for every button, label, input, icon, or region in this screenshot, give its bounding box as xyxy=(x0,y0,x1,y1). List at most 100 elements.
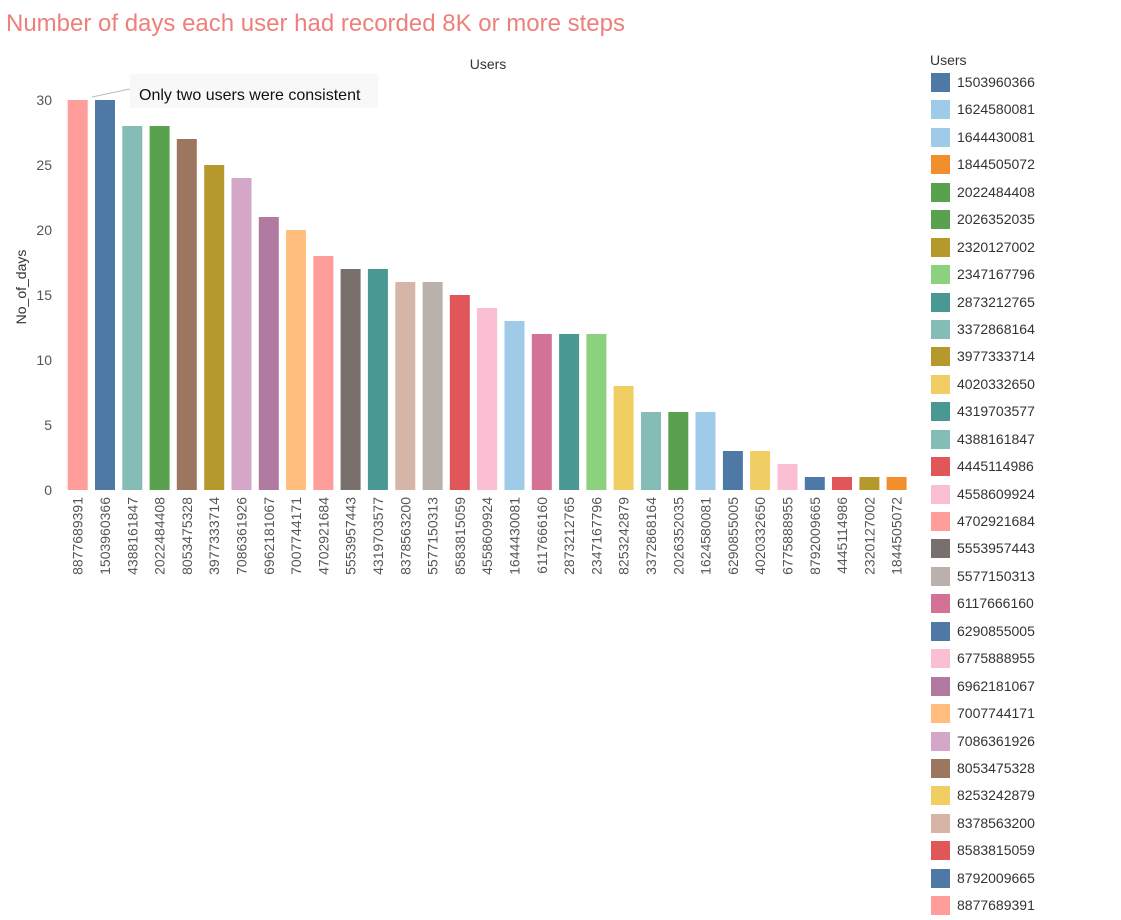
legend-swatch xyxy=(931,402,950,422)
chart-title: Number of days each user had recorded 8K… xyxy=(6,10,625,37)
legend-swatch xyxy=(931,457,950,477)
legend-swatch xyxy=(931,566,950,586)
legend-item: 6290855005 xyxy=(930,618,1120,645)
legend-label: 5577150313 xyxy=(957,567,1035,584)
x-tick-label: 3977333714 xyxy=(206,497,222,575)
y-axis-label: No_of_days xyxy=(13,250,29,325)
legend-title: Users xyxy=(930,52,967,68)
legend-label: 7007744171 xyxy=(957,705,1035,722)
legend-item: 1844505072 xyxy=(930,151,1120,178)
legend-swatch xyxy=(931,676,950,696)
x-tick-label: 2026352035 xyxy=(670,497,686,575)
x-tick-label: 6775888955 xyxy=(780,497,796,575)
legend-label: 1644430081 xyxy=(957,128,1035,145)
legend-swatch xyxy=(931,374,950,394)
x-tick-label: 1644430081 xyxy=(507,497,523,575)
x-tick-label: 2022484408 xyxy=(152,497,168,575)
legend-swatch xyxy=(931,758,950,778)
legend-swatch xyxy=(931,621,950,641)
legend-item: 2026352035 xyxy=(930,206,1120,233)
legend-item: 4445114986 xyxy=(930,453,1120,480)
legend-swatch xyxy=(931,786,950,806)
bar xyxy=(668,412,689,490)
y-tick-label: 20 xyxy=(36,222,52,238)
legend-item: 8792009665 xyxy=(930,865,1120,892)
legend-item: 8253242879 xyxy=(930,782,1120,809)
legend-label: 2026352035 xyxy=(957,211,1035,228)
y-tick-label: 15 xyxy=(36,287,52,303)
x-tick-label: 2873212765 xyxy=(561,497,577,575)
bars xyxy=(67,100,907,490)
x-tick-label: 8583815059 xyxy=(452,497,468,575)
bar xyxy=(859,477,880,490)
bar xyxy=(777,464,798,490)
legend-item: 6962181067 xyxy=(930,673,1120,700)
bar xyxy=(750,451,771,490)
legend-swatch xyxy=(931,210,950,230)
x-tick-label: 4445114986 xyxy=(834,497,850,574)
legend-label: 5553957443 xyxy=(957,540,1035,557)
legend-label: 7086361926 xyxy=(957,732,1035,749)
legend-swatch xyxy=(931,100,950,120)
x-tick-label: 6117666160 xyxy=(534,497,550,574)
legend-item: 4558609924 xyxy=(930,481,1120,508)
bar xyxy=(504,321,525,490)
legend-item: 6775888955 xyxy=(930,645,1120,672)
legend-swatch xyxy=(931,512,950,531)
x-tick-label: 3372868164 xyxy=(643,497,659,575)
legend-item: 2873212765 xyxy=(930,289,1120,316)
legend-label: 4558609924 xyxy=(957,485,1035,502)
legend-label: 4445114986 xyxy=(957,458,1034,475)
annotation-pointer xyxy=(91,88,131,98)
legend-item: 8583815059 xyxy=(930,837,1120,864)
x-tick-label: 1844505072 xyxy=(889,497,905,575)
bar xyxy=(67,100,88,490)
legend-swatch xyxy=(931,347,950,367)
legend-swatch xyxy=(931,841,950,861)
y-tick-label: 0 xyxy=(44,482,52,498)
y-tick-label: 5 xyxy=(44,417,52,433)
bar-chart: 0 5 10 15 20 25 30 8877689391 1503960366 4388161… xyxy=(13,56,907,575)
x-tick-label: 6962181067 xyxy=(261,497,277,575)
x-tick-label: 4319703577 xyxy=(370,497,386,575)
x-axis: 8877689391 1503960366 4388161847 2022484408… xyxy=(70,497,905,575)
legend-item: 3372868164 xyxy=(930,316,1120,343)
x-tick-label: 1503960366 xyxy=(97,497,113,575)
legend-label: 1624580081 xyxy=(957,101,1035,118)
x-tick-label: 1624580081 xyxy=(698,497,714,575)
x-tick-label: 7007744171 xyxy=(288,497,304,575)
legend-swatch xyxy=(931,127,950,147)
legend-swatch xyxy=(931,292,950,312)
legend-label: 2347167796 xyxy=(957,266,1035,283)
legend-label: 6962181067 xyxy=(957,677,1035,694)
legend-label: 2873212765 xyxy=(957,293,1035,310)
y-tick-label: 10 xyxy=(36,352,52,368)
legend-label: 4388161847 xyxy=(957,430,1035,447)
bar xyxy=(722,451,743,490)
legend-label: 8253242879 xyxy=(957,787,1035,804)
annotation-text: Only two users were consistent xyxy=(139,87,361,104)
legend-item: 6117666160 xyxy=(930,590,1120,617)
legend: Users 1503960366 1624580081 1644430081 1844… xyxy=(930,52,1120,920)
legend-label: 1844505072 xyxy=(957,156,1035,173)
legend-item: 2022484408 xyxy=(930,179,1120,206)
legend-swatch xyxy=(931,265,950,285)
bar xyxy=(340,269,361,490)
x-tick-label: 2347167796 xyxy=(588,497,604,575)
legend-item: 8877689391 xyxy=(930,892,1120,919)
bar xyxy=(559,334,580,490)
legend-swatch xyxy=(931,649,950,669)
bar xyxy=(95,100,115,490)
legend-label: 8877689391 xyxy=(957,897,1035,914)
bar xyxy=(286,230,306,490)
bar xyxy=(367,269,388,490)
legend-item: 2347167796 xyxy=(930,261,1120,288)
legend-swatch xyxy=(931,539,950,559)
x-tick-label: 4388161847 xyxy=(124,497,140,575)
x-tick-label: 8053475328 xyxy=(179,497,195,575)
legend-item: 4020332650 xyxy=(930,371,1120,398)
legend-item: 4702921684 xyxy=(930,508,1120,535)
x-tick-label: 5553957443 xyxy=(343,497,359,575)
legend-item: 4319703577 xyxy=(930,398,1120,425)
bar xyxy=(258,217,279,490)
